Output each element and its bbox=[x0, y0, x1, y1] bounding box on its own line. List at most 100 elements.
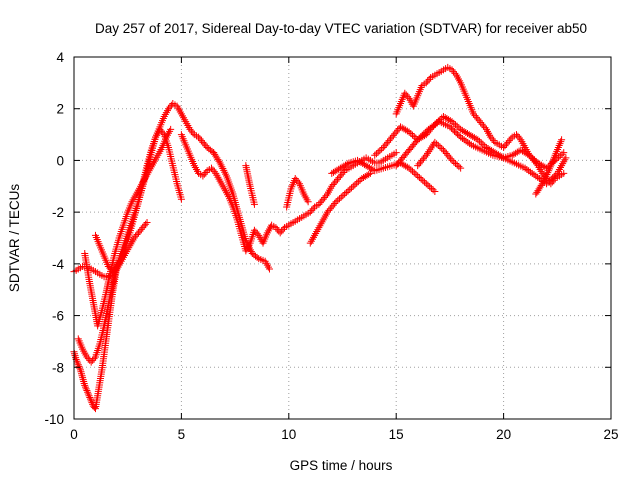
data-point bbox=[379, 144, 387, 151]
data-point bbox=[90, 355, 98, 363]
data-point bbox=[404, 93, 412, 101]
plot-area bbox=[70, 63, 570, 413]
data-point bbox=[136, 227, 144, 235]
data-point bbox=[328, 203, 336, 211]
data-point bbox=[253, 253, 261, 261]
data-point bbox=[166, 103, 174, 111]
data-point bbox=[391, 130, 399, 138]
data-point bbox=[272, 224, 280, 232]
data-point bbox=[78, 370, 86, 378]
data-point bbox=[331, 179, 339, 187]
data-point bbox=[323, 208, 331, 216]
data-point bbox=[457, 164, 465, 172]
plot-frame bbox=[73, 56, 612, 420]
data-point bbox=[79, 376, 87, 384]
data-point bbox=[392, 128, 400, 136]
data-point bbox=[328, 182, 336, 190]
data-point bbox=[422, 79, 430, 87]
data-point bbox=[250, 200, 258, 208]
x-axis-label: GPS time / hours bbox=[290, 458, 393, 473]
y-tick-label: 0 bbox=[56, 153, 64, 168]
data-point bbox=[366, 169, 374, 177]
data-point bbox=[480, 122, 488, 130]
y-axis-label: SDTVAR / TECUs bbox=[7, 184, 22, 293]
y-tick-label: -4 bbox=[52, 257, 64, 272]
data-series bbox=[210, 149, 273, 273]
data-point bbox=[389, 131, 397, 139]
data-point bbox=[521, 164, 529, 172]
data-point bbox=[200, 170, 208, 178]
data-point bbox=[318, 197, 326, 205]
y-tick-label: -10 bbox=[44, 412, 64, 427]
data-point bbox=[74, 359, 82, 367]
data-point bbox=[365, 170, 373, 178]
data-point bbox=[215, 157, 223, 165]
y-tick-label: -8 bbox=[52, 360, 64, 375]
data-point bbox=[504, 138, 512, 146]
data-point bbox=[558, 136, 566, 144]
data-point bbox=[385, 137, 393, 145]
data-point bbox=[130, 234, 138, 242]
data-point bbox=[140, 222, 148, 230]
data-point bbox=[421, 153, 429, 161]
data-point bbox=[450, 158, 458, 166]
data-series bbox=[392, 63, 568, 188]
x-tick-label: 10 bbox=[281, 427, 296, 442]
data-point bbox=[348, 184, 356, 192]
data-point bbox=[87, 397, 95, 405]
data-point bbox=[319, 195, 327, 203]
data-point bbox=[446, 123, 454, 131]
data-point bbox=[441, 148, 449, 156]
data-point bbox=[196, 135, 204, 143]
data-point bbox=[475, 117, 483, 125]
data-series bbox=[414, 138, 465, 172]
data-point bbox=[412, 137, 420, 145]
data-point bbox=[87, 358, 95, 366]
data-point bbox=[448, 118, 456, 126]
data-point bbox=[137, 225, 145, 233]
data-series bbox=[74, 260, 121, 366]
data-point bbox=[378, 145, 386, 153]
data-point bbox=[209, 166, 217, 174]
data-point bbox=[133, 231, 141, 239]
data-point bbox=[471, 112, 479, 120]
data-point bbox=[252, 228, 260, 236]
x-tick-label: 5 bbox=[178, 427, 186, 442]
data-point bbox=[421, 128, 429, 136]
data-point bbox=[526, 168, 534, 176]
data-point bbox=[349, 182, 357, 190]
data-point bbox=[528, 169, 536, 177]
data-point bbox=[430, 122, 438, 130]
y-tick-label: 2 bbox=[56, 102, 64, 117]
data-point bbox=[156, 125, 164, 133]
data-point bbox=[339, 192, 347, 200]
data-point bbox=[415, 160, 423, 168]
data-point bbox=[487, 133, 495, 141]
data-point bbox=[500, 144, 508, 151]
data-point bbox=[381, 142, 389, 150]
data-point bbox=[474, 136, 482, 144]
y-tick-label: -2 bbox=[52, 205, 64, 220]
data-point bbox=[336, 172, 344, 180]
data-point bbox=[481, 124, 489, 132]
data-point bbox=[279, 225, 287, 233]
data-point bbox=[384, 138, 392, 146]
data-point bbox=[329, 201, 337, 209]
data-point bbox=[531, 156, 539, 164]
data-point bbox=[426, 183, 434, 191]
data-point bbox=[422, 180, 430, 188]
x-tick-label: 0 bbox=[70, 427, 78, 442]
data-point bbox=[409, 167, 417, 175]
data-point bbox=[335, 174, 343, 182]
data-point bbox=[558, 150, 566, 158]
data-point bbox=[84, 390, 92, 398]
data-point bbox=[202, 168, 210, 176]
data-point bbox=[507, 135, 515, 143]
data-point bbox=[419, 177, 427, 185]
data-point bbox=[293, 176, 301, 184]
data-point bbox=[139, 224, 147, 232]
x-tick-label: 25 bbox=[603, 427, 618, 442]
data-point bbox=[439, 146, 447, 154]
data-point bbox=[424, 77, 432, 85]
data-point bbox=[538, 169, 546, 177]
